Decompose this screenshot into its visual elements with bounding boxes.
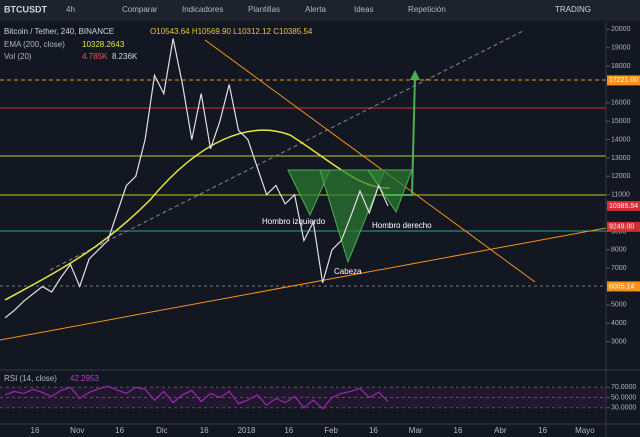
y-tick-label: 11000 (611, 192, 630, 199)
vol-label: Vol (20) (4, 52, 32, 61)
price-label: 17221.00 (609, 77, 638, 84)
toolbar-button[interactable]: Plantillas (248, 5, 280, 14)
x-tick-label: 16 (369, 426, 378, 435)
toolbar-button[interactable]: Alerta (305, 5, 326, 14)
price-line (4, 38, 389, 319)
y-tick-label: 13000 (611, 155, 631, 162)
y-tick-label: 3000 (611, 338, 627, 345)
x-tick-label: Nov (70, 426, 84, 435)
rsi-title: RSI (14, close) (4, 374, 57, 383)
y-tick-label: 18000 (611, 63, 631, 70)
symbol[interactable]: BTCUSDT (4, 4, 47, 14)
toolbar-button[interactable]: Comparar (122, 5, 158, 14)
x-tick-label: 16 (454, 426, 463, 435)
x-tick-label: Dic (156, 426, 168, 435)
y-tick-label: 16000 (611, 100, 631, 107)
annotation: Hombro izquierdo (262, 217, 326, 226)
legend-title: Bitcoin / Tether, 240, BINANCE (4, 27, 114, 36)
toolbar-button[interactable]: Repetición (408, 5, 446, 14)
rsi-value: 42.2953 (70, 374, 99, 383)
x-tick-label: Feb (324, 426, 338, 435)
y-tick-label: 70.0000 (611, 384, 636, 391)
annotation: Cabeza (334, 267, 362, 276)
vol-value: 8.236K (112, 52, 138, 61)
y-tick-label: 14000 (611, 136, 631, 143)
y-tick-label: 5000 (611, 302, 627, 309)
y-tick-label: 12000 (611, 173, 631, 180)
toolbar (0, 0, 640, 21)
price-label-bg (607, 75, 640, 86)
x-tick-label: 2018 (238, 426, 256, 435)
x-tick-label: 16 (31, 426, 40, 435)
x-tick-label: 16 (200, 426, 209, 435)
x-tick-label: 16 (115, 426, 124, 435)
y-tick-label: 19000 (611, 45, 631, 52)
price-label-bg (607, 281, 640, 292)
price-label: 6005.14 (609, 283, 634, 290)
y-tick-label: 7000 (611, 265, 627, 272)
y-tick-label: 20000 (611, 26, 631, 33)
ema-value: 10328.2643 (82, 40, 125, 49)
price-label: 10385.54 (609, 203, 638, 210)
brand: TRADING (555, 5, 591, 14)
y-tick-label: 4000 (611, 320, 627, 327)
x-tick-label: Mayo (575, 426, 595, 435)
vol-value: 4.785K (82, 52, 108, 61)
y-tick-label: 30.0000 (611, 405, 636, 412)
x-tick-label: 16 (284, 426, 293, 435)
rsi-band (0, 387, 606, 408)
annotation: Hombro derecho (372, 221, 432, 230)
price-label: 9249.00 (609, 224, 634, 231)
x-tick-label: Mar (409, 426, 423, 435)
y-tick-label: 8000 (611, 247, 627, 254)
y-tick-label: 15000 (611, 118, 631, 125)
price-label-bg (607, 221, 640, 232)
drawings (0, 22, 640, 437)
x-tick-label: 16 (538, 426, 547, 435)
y-tick-label: 50.0000 (611, 394, 636, 401)
x-tick-label: Abr (494, 426, 507, 435)
rsi-line (4, 385, 389, 410)
toolbar-button[interactable]: Indicadores (182, 5, 223, 14)
price-label-bg (607, 200, 640, 211)
toolbar-button[interactable]: Ideas (354, 5, 374, 14)
ema-label: EMA (200, close) (4, 40, 65, 49)
interval[interactable]: 4h (66, 5, 75, 14)
legend-ohlc: O10543.64 H10569.90 L10312.12 C10385.54 (150, 27, 313, 36)
